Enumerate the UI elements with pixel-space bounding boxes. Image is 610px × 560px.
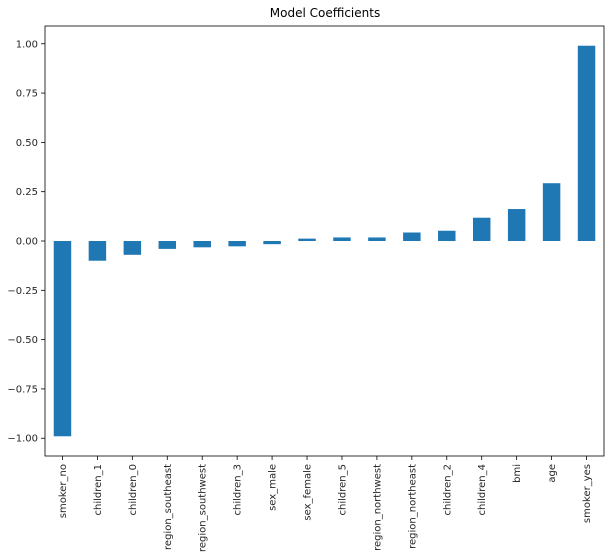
bar-bmi	[507, 209, 526, 241]
y-tick-label: 1.00	[16, 39, 38, 50]
bar-region_southeast	[158, 241, 177, 249]
x-tick-label: region_southwest	[198, 464, 209, 552]
x-tick-label: age	[547, 464, 558, 483]
y-tick-label: 0.00	[16, 237, 38, 248]
bar-smoker_no	[53, 241, 72, 437]
x-tick-label: children_1	[93, 464, 104, 515]
plot-area: −1.00 −0.75 −0.50 −0.25 0.00 0.25 0.50 0.75 1.00…	[7, 25, 605, 552]
chart-title: Model Coefficients	[270, 6, 380, 20]
bar-sex_male	[263, 241, 281, 245]
bar-smoker_yes	[577, 45, 596, 242]
plot-frame	[44, 25, 605, 457]
bar-children_0	[123, 241, 142, 255]
y-tick-label: 0.25	[16, 187, 38, 198]
bar-children_3	[228, 241, 246, 247]
y-tick-label: 0.50	[16, 138, 38, 149]
x-tick-label: region_northwest	[372, 464, 383, 551]
x-tick-label: sex_female	[303, 464, 314, 521]
x-tick-label: smoker_no	[58, 464, 69, 518]
y-tick-label: −0.25	[7, 286, 38, 297]
x-tick-label: children_5	[337, 464, 348, 515]
bar-children_5	[333, 237, 351, 241]
y-tick-label: −1.00	[7, 434, 38, 445]
y-tick-label: 0.75	[16, 89, 38, 100]
bar-children_1	[88, 241, 107, 261]
bar-region_northeast	[403, 232, 421, 241]
x-tick-label: smoker_yes	[582, 464, 593, 523]
y-tick-label: −0.75	[7, 384, 38, 395]
bar-children_4	[472, 217, 491, 241]
y-tick-label: −0.50	[7, 335, 38, 346]
x-tick-label: children_3	[233, 464, 244, 515]
x-tick-label: region_southeast	[163, 464, 174, 550]
bar-sex_female	[298, 238, 316, 241]
bar-region_southwest	[193, 241, 211, 248]
x-tick-label: region_northeast	[407, 464, 418, 549]
x-tick-label: sex_male	[268, 464, 279, 511]
x-tick-label: children_4	[477, 464, 488, 515]
bar-region_northwest	[368, 237, 386, 241]
x-tick-label: children_2	[442, 464, 453, 515]
x-tick-label: bmi	[512, 464, 523, 483]
x-tick-label: children_0	[128, 464, 139, 515]
bar-age	[542, 183, 561, 241]
bar-children_2	[438, 230, 456, 241]
